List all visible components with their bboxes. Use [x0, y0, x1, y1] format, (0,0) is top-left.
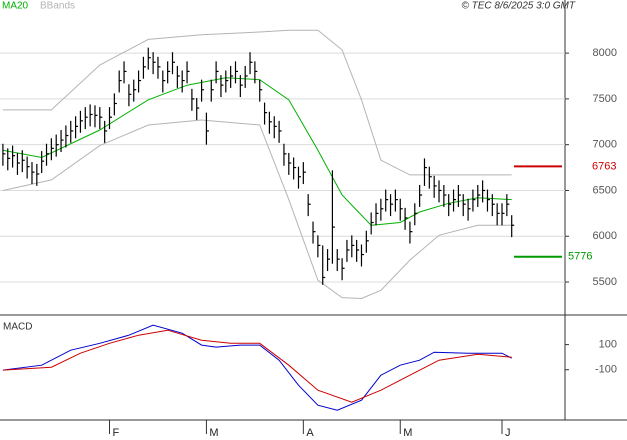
y-tick-label: 7500 [593, 93, 617, 105]
y-tick-label: 6500 [593, 184, 617, 196]
lower-band [2, 119, 512, 300]
x-tick-label: F [113, 427, 120, 439]
y-tick-label: 100 [599, 339, 617, 351]
y-tick-label: 5500 [593, 276, 617, 288]
timestamp: © TEC 8/6/2025 3:0 GMT [461, 1, 575, 12]
line-series [2, 77, 512, 226]
y-tick-label: 6000 [593, 230, 617, 242]
line-series [2, 324, 512, 411]
legend-ma20: MA20 [2, 1, 29, 12]
x-tick-label: M [209, 427, 218, 439]
x-tick-label: A [306, 427, 314, 439]
legend-bbands: BBands [40, 1, 75, 12]
x-tick-label: J [505, 427, 511, 439]
y-tick-label: 7000 [593, 139, 617, 151]
x-tick-label: M [403, 427, 412, 439]
line-series [2, 329, 512, 403]
macd-title: MACD [3, 322, 32, 333]
level-label: 6763 [592, 160, 616, 172]
level-label: 5776 [568, 251, 592, 263]
y-tick-label: -100 [595, 364, 617, 376]
y-tick-label: 8000 [593, 47, 617, 59]
